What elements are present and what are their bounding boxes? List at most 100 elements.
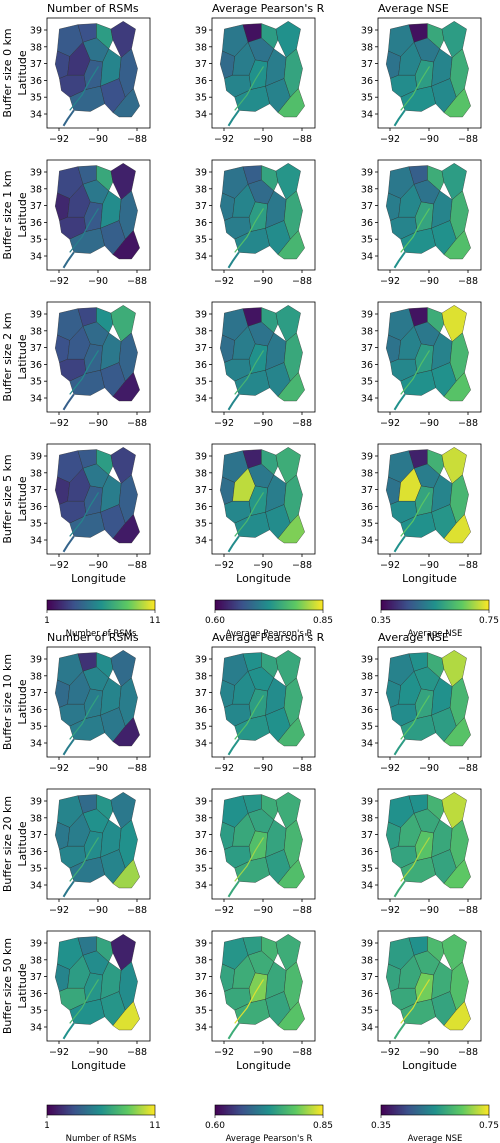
basin-region [96, 652, 114, 679]
y-tick-label: 36 [361, 360, 373, 371]
colorbar-label: Number of RSMs [66, 629, 137, 639]
y-tick-label: 36 [361, 218, 373, 229]
y-tick-label: 38 [361, 955, 373, 966]
y-tick-label: 35 [195, 1006, 207, 1017]
x-tick-label: −92 [49, 134, 69, 145]
axes-frame [377, 646, 482, 758]
colorbar-label: Average NSE [408, 629, 463, 639]
x-tick-label: −92 [214, 276, 234, 287]
y-tick-label: 39 [195, 168, 207, 179]
x-tick-label: −90 [419, 418, 439, 429]
y-tick-label: 37 [361, 485, 373, 496]
river-channel [69, 208, 100, 253]
basin-region [96, 449, 114, 476]
axes-frame [377, 301, 482, 413]
y-tick-label: 37 [195, 59, 207, 70]
y-tick-label: 38 [361, 468, 373, 479]
y-tick-label: 36 [195, 360, 207, 371]
axes-frame [377, 930, 482, 1042]
colorbar-label: Average NSE [408, 1134, 463, 1143]
y-tick-label: 37 [30, 830, 42, 841]
basin-outlet [393, 109, 406, 127]
y-tick-label: 39 [195, 797, 207, 808]
y-tick-label: 38 [30, 184, 42, 195]
x-tick-label: −92 [380, 1047, 400, 1058]
basin-region [277, 88, 305, 118]
y-tick-label: 36 [30, 502, 42, 513]
y-tick-label: 34 [361, 394, 373, 405]
colorbar-min: 1 [44, 1121, 50, 1131]
x-tick-label: −88 [292, 134, 312, 145]
y-tick-label: 37 [30, 688, 42, 699]
axes-frame [46, 159, 151, 271]
x-tick-label: −90 [253, 560, 273, 571]
axes-frame [211, 159, 316, 271]
y-tick-label: 37 [195, 688, 207, 699]
x-tick-label: −88 [292, 905, 312, 916]
y-tick-label: 34 [195, 1023, 207, 1034]
basin-region [112, 230, 140, 260]
x-tick-label: −88 [458, 134, 478, 145]
axes-frame [211, 301, 316, 413]
y-tick-label: 35 [361, 93, 373, 104]
y-tick-label: 34 [30, 252, 42, 263]
y-tick-label: 35 [30, 864, 42, 875]
y-tick-label: 39 [361, 168, 373, 179]
x-axis-label: Longitude [71, 1059, 126, 1072]
x-tick-label: −88 [127, 134, 147, 145]
map-panel: 39 38 37 36 35 34 −92 −90 −88 [195, 159, 316, 287]
y-tick-label: 35 [195, 864, 207, 875]
row-label: Buffer size 0 km [1, 28, 14, 117]
y-tick-label: 35 [30, 93, 42, 104]
colorbar-min: 1 [44, 616, 50, 626]
basin-region [443, 1001, 471, 1031]
river-channel [400, 979, 431, 1024]
y-tick-label: 39 [30, 168, 42, 179]
basin-region [261, 307, 279, 334]
x-tick-label: −88 [458, 560, 478, 571]
map-panel: 39 38 37 36 35 34 −92 −90 −88 [361, 159, 482, 287]
x-tick-label: −88 [458, 763, 478, 774]
basin-region [443, 859, 471, 889]
y-tick-label: 36 [195, 705, 207, 716]
colorbar-gradient [380, 599, 490, 611]
y-tick-label: 35 [30, 235, 42, 246]
colorbar-max: 0.85 [313, 1121, 333, 1131]
basin-region [427, 936, 445, 963]
y-tick-label: 38 [195, 468, 207, 479]
x-axis-label: Longitude [402, 572, 457, 585]
basin-region [427, 449, 445, 476]
y-tick-label: 35 [30, 519, 42, 530]
y-tick-label: 34 [195, 110, 207, 121]
y-tick-label: 34 [361, 881, 373, 892]
x-tick-label: −90 [419, 560, 439, 571]
colorbar: 0.35 0.75 Average NSE [371, 1104, 499, 1143]
x-tick-label: −92 [214, 134, 234, 145]
x-tick-label: −90 [253, 1047, 273, 1058]
river-channel [69, 837, 100, 882]
basin-region [112, 859, 140, 889]
y-tick-label: 37 [195, 201, 207, 212]
column-title: Average Pearson's R [212, 2, 325, 15]
y-tick-label: 39 [361, 655, 373, 666]
y-tick-label: 38 [195, 184, 207, 195]
colorbar-gradient [46, 1104, 156, 1116]
x-tick-label: −90 [88, 276, 108, 287]
basin-outlet [393, 535, 406, 553]
basin-outlet [62, 1022, 75, 1040]
map-panel: 39 38 37 36 35 34 −92 −90 −88 [30, 301, 151, 429]
axes-frame [377, 443, 482, 555]
y-tick-label: 36 [195, 76, 207, 87]
colorbar-max: 11 [149, 616, 160, 626]
y-tick-label: 38 [361, 42, 373, 53]
x-tick-label: −92 [49, 276, 69, 287]
x-tick-label: −92 [380, 905, 400, 916]
y-tick-label: 39 [30, 310, 42, 321]
x-tick-label: −92 [214, 905, 234, 916]
y-tick-label: 38 [195, 813, 207, 824]
river-channel [69, 492, 100, 537]
x-tick-label: −92 [49, 560, 69, 571]
colorbar-min: 0.35 [371, 616, 391, 626]
x-axis-label: Longitude [236, 572, 291, 585]
